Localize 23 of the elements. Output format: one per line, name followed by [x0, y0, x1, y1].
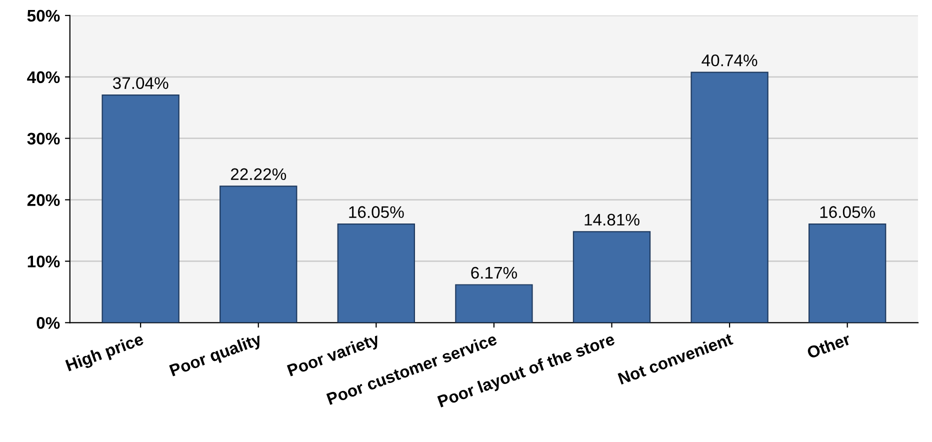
y-tick-label: 0%: [36, 317, 60, 329]
bar: [220, 186, 298, 323]
data-label: 37.04%: [112, 77, 168, 90]
bar: [690, 72, 768, 323]
data-label: 6.17%: [471, 266, 517, 279]
data-label: 22.22%: [230, 168, 286, 180]
bar: [455, 284, 533, 323]
x-tick-label: Poor quality: [168, 332, 264, 380]
data-label: 16.05%: [349, 206, 404, 218]
bar: [572, 231, 651, 323]
bar: [337, 223, 416, 323]
y-tick-label: 50%: [27, 10, 60, 22]
data-label: 14.81%: [584, 214, 640, 226]
data-label: 16.05%: [820, 206, 876, 218]
y-tick-label: 40%: [27, 71, 60, 84]
data-label: 40.74%: [702, 54, 758, 66]
y-tick-label: 30%: [27, 132, 60, 145]
x-tick-label: Other: [806, 332, 852, 359]
x-tick-label: High price: [65, 332, 146, 375]
bar: [102, 94, 180, 323]
y-tick-label: 20%: [27, 194, 60, 206]
y-tick-label: 10%: [28, 256, 60, 268]
bar: [808, 223, 886, 323]
